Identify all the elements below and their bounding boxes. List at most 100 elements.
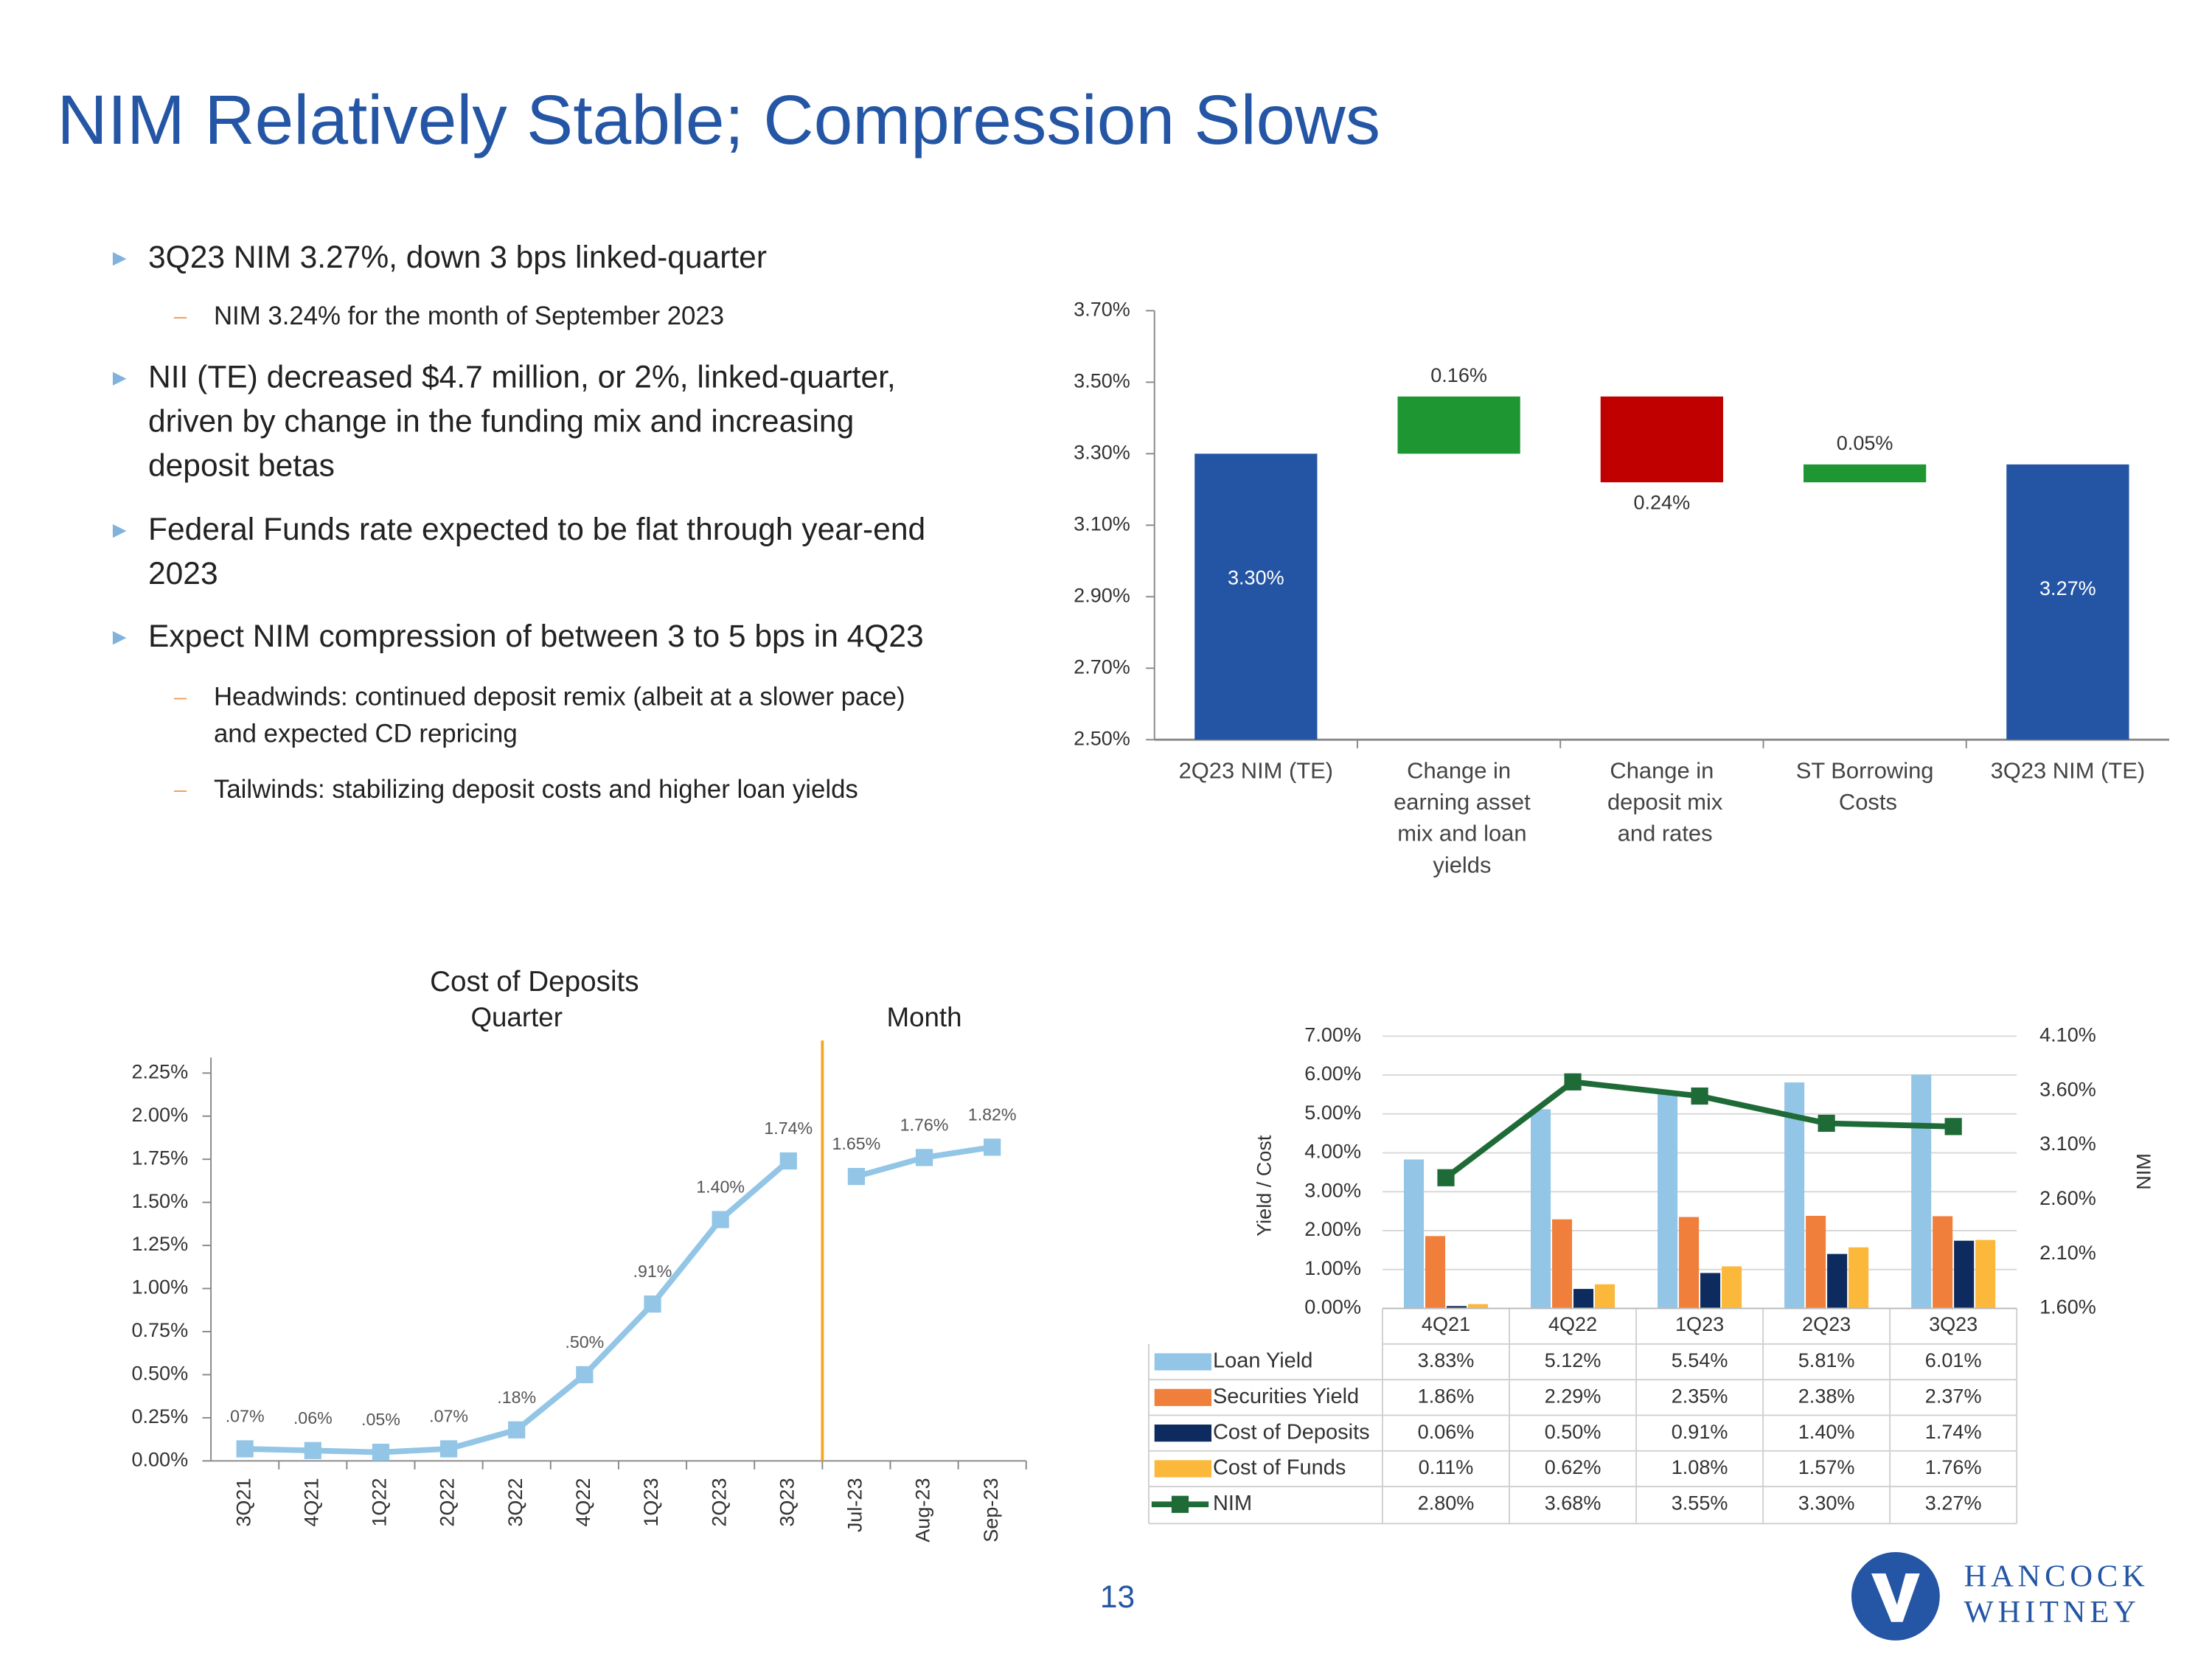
table-value: 3.68% [1545,1492,1601,1514]
y-tick-label: 7.00% [1304,1023,1361,1046]
value-label: .07% [226,1407,265,1426]
x-tick-label: 2Q22 [437,1478,459,1527]
y-tick-label: 2.25% [131,1060,188,1082]
y-tick-label: 1.00% [131,1276,188,1298]
table-value: 3.55% [1672,1492,1728,1514]
logo-text: WHITNEY [1964,1595,2140,1630]
y-tick-label: 2.00% [1304,1218,1361,1240]
y2-tick-label: 3.10% [2039,1133,2096,1155]
bar [1467,1304,1489,1309]
x-tick-label: 3Q22 [504,1478,526,1527]
point [644,1295,661,1313]
sub-bullet-text: and expected CD repricing [214,720,518,748]
y-tick-label: 2.00% [131,1104,188,1126]
logo: HANCOCK WHITNEY [1851,1552,2149,1641]
table-value: 0.91% [1672,1421,1728,1443]
y2-tick-label: 2.10% [2039,1242,2096,1264]
value-label: 1.82% [968,1105,1017,1124]
category-label: 3Q23 [1929,1313,1978,1335]
logo-mark [1851,1552,1940,1641]
bar [1806,1215,1826,1309]
value-label: .06% [293,1408,333,1427]
bar [1722,1266,1742,1309]
table-value: 3.30% [1798,1492,1855,1514]
y2-tick-label: 3.60% [2039,1078,2096,1100]
table-value: 1.57% [1798,1456,1855,1478]
y-tick-label: 2.70% [1074,655,1130,678]
table-value: 3.27% [1925,1492,1982,1514]
bar [1700,1273,1721,1309]
legend-swatch [1154,1425,1212,1442]
y-tick-label: 6.00% [1304,1062,1361,1085]
bullet-text: driven by change in the funding mix and … [148,404,854,439]
charts: 2.50% 2.70% 2.90% 3.10% 3.30% 3.50% 3.70% 3.30%… [131,299,2170,1543]
bar [1911,1074,1932,1309]
section-label: Month [887,1002,962,1032]
y-tick-label: 0.00% [1304,1296,1361,1318]
bar [1679,1217,1700,1309]
category-label: 4Q22 [1548,1313,1597,1335]
value-label: .18% [497,1388,536,1407]
value-label: 3.30% [1228,567,1284,589]
point [847,1167,866,1186]
x-tick-label: 1Q22 [369,1478,391,1527]
point [1691,1087,1708,1105]
table-value: 0.50% [1545,1421,1601,1443]
value-label: 1.65% [832,1134,881,1153]
bullet-marker: ► [108,364,131,390]
value-label: 0.05% [1837,432,1893,454]
x-tick-label: 1Q23 [640,1478,662,1527]
value-label: 0.24% [1634,491,1691,513]
category-label: 2Q23 [1802,1313,1851,1335]
section-label: Quarter [470,1002,562,1032]
value-label: 0.16% [1430,364,1487,386]
table-value: 5.54% [1672,1349,1728,1371]
value-label: 1.76% [900,1115,949,1134]
bullet-text: Expect NIM compression of between 3 to 5… [148,619,924,654]
point [1564,1073,1582,1091]
table-value: 0.11% [1419,1456,1474,1478]
y-axis-label: Yield / Cost [1253,1135,1276,1237]
y2-axis-label: NIM [2132,1153,2154,1190]
point [576,1366,594,1384]
category-label: 4Q21 [1422,1313,1470,1335]
y-tick-label: 1.00% [1304,1257,1361,1279]
logo-text: HANCOCK [1964,1559,2149,1594]
legend-label: Securities Yield [1213,1385,1359,1408]
point [712,1211,729,1228]
point [236,1440,254,1458]
point [984,1138,1001,1156]
page-number: 13 [1100,1580,1135,1615]
value-label: .91% [633,1262,672,1281]
value-label: .50% [565,1332,604,1352]
x-tick-label: Change in deposit mix and rates [1601,758,1722,846]
table-value: 3.83% [1418,1349,1475,1371]
category-label: 1Q23 [1675,1313,1724,1335]
x-tick-label: 3Q23 NIM (TE) [1991,758,2146,784]
table-value: 5.81% [1798,1349,1855,1371]
point [1944,1118,1962,1135]
point [372,1444,390,1461]
y-tick-label: 3.30% [1074,441,1130,463]
sub-bullet-text: Headwinds: continued deposit remix (albe… [214,683,905,711]
value-label: .05% [361,1410,400,1429]
bar [1933,1216,1953,1309]
table-value: 1.08% [1672,1456,1728,1478]
bullet-marker: ► [108,517,131,543]
bullet-text: 3Q23 NIM 3.27%, down 3 bps linked-quarte… [148,240,767,275]
point [779,1152,797,1170]
table-value: 2.38% [1798,1385,1855,1407]
table-value: 1.76% [1925,1456,1982,1478]
legend-swatch [1154,1460,1212,1478]
y-tick-label: 4.00% [1304,1141,1361,1163]
y-tick-label: 2.50% [1074,727,1130,749]
bar [1600,396,1723,483]
bar [1827,1253,1848,1309]
point [508,1421,526,1439]
y-tick-label: 3.00% [1304,1179,1361,1201]
y-tick-label: 1.25% [131,1233,188,1255]
bar [1403,1159,1425,1309]
bar [1573,1289,1594,1309]
